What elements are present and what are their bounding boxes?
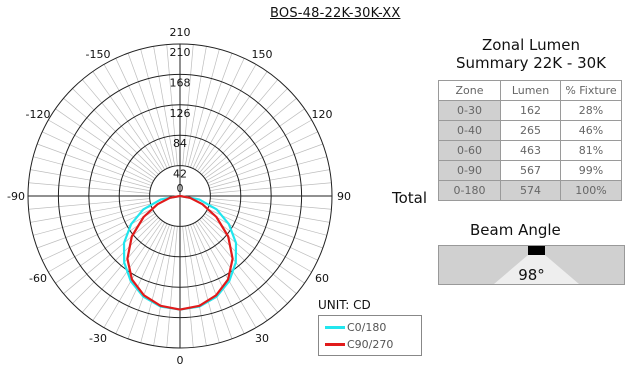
legend-box: C0/180 C90/270: [318, 315, 422, 356]
lumen-cell: 463: [500, 140, 561, 161]
radial-tick-label: 126: [170, 107, 191, 120]
zonal-lumen-title: Zonal Lumen Summary 22K - 30K: [436, 36, 626, 72]
total-row: 0-180 574 100%: [438, 180, 622, 201]
beam-angle-panel: 98°: [438, 245, 625, 285]
lamp-icon: [528, 246, 545, 255]
zone-cell: 0-60: [438, 140, 501, 161]
beam-angle-title: Beam Angle: [470, 221, 561, 239]
zone-cell: 0-90: [438, 160, 501, 181]
total-zone-cell: 0-180: [438, 180, 501, 201]
lumen-cell: 567: [500, 160, 561, 181]
zonal-header-lumen: Lumen: [500, 80, 561, 101]
radial-tick-label: 168: [170, 76, 191, 89]
legend-label-c90: C90/270: [347, 338, 394, 351]
legend-swatch-c0: [325, 326, 345, 329]
polar-candela-chart: 42 84 126 168 210 0 0 30 60 90 120 150 210 -150 -120 -9…: [7, 26, 351, 366]
table-row: 0-40 265 46%: [438, 120, 622, 141]
angle-label: 30: [255, 332, 269, 345]
angle-label: 0: [177, 354, 184, 366]
radial-center-label: 0: [177, 182, 184, 195]
table-row: 0-90 567 99%: [438, 160, 622, 181]
zonal-title-line1: Zonal Lumen: [481, 36, 581, 54]
beam-cone-graphic: [494, 255, 579, 284]
radial-tick-label: 84: [173, 137, 187, 150]
zonal-header-percent: % Fixture: [560, 80, 622, 101]
percent-cell: 99%: [560, 160, 622, 181]
zone-cell: 0-30: [438, 100, 501, 121]
total-lumen-cell: 574: [500, 180, 561, 201]
angle-label: 90: [337, 190, 351, 203]
total-percent-cell: 100%: [560, 180, 622, 201]
percent-cell: 46%: [560, 120, 622, 141]
legend-item-c0: C0/180: [325, 319, 415, 336]
legend-swatch-c90: [325, 343, 345, 346]
zonal-lumen-table: Zone Lumen % Fixture 0-30 162 28% 0-40 2…: [438, 80, 622, 201]
lumen-cell: 265: [500, 120, 561, 141]
angle-label: -30: [89, 332, 107, 345]
legend-label-c0: C0/180: [347, 321, 387, 334]
table-row: 0-60 463 81%: [438, 140, 622, 161]
zone-cell: 0-40: [438, 120, 501, 141]
zonal-header-row: Zone Lumen % Fixture: [438, 80, 622, 101]
radial-tick-label: 42: [173, 168, 187, 181]
total-label: Total: [392, 189, 428, 207]
angle-label: 150: [252, 48, 273, 61]
zonal-header-zone: Zone: [438, 80, 501, 101]
percent-cell: 81%: [560, 140, 622, 161]
unit-label: UNIT: CD: [318, 298, 371, 312]
angle-label: -60: [29, 272, 47, 285]
angle-label: 210: [170, 26, 191, 39]
series-curve-c90-270: [126, 194, 234, 311]
angle-label: 60: [315, 272, 329, 285]
zonal-title-line2: Summary 22K - 30K: [455, 54, 607, 72]
beam-angle-value: 98°: [518, 266, 545, 284]
angle-label: 120: [312, 108, 333, 121]
angle-label: -150: [86, 48, 111, 61]
angle-label: -120: [25, 108, 50, 121]
table-row: 0-30 162 28%: [438, 100, 622, 121]
lumen-cell: 162: [500, 100, 561, 121]
percent-cell: 28%: [560, 100, 622, 121]
legend-item-c90: C90/270: [325, 336, 415, 353]
angle-label: -90: [7, 190, 25, 203]
radial-tick-label: 210: [170, 46, 191, 59]
chart-legend: UNIT: CD C0/180 C90/270: [318, 298, 422, 356]
model-number: BOS-48-22K-30K-XX: [270, 6, 401, 21]
